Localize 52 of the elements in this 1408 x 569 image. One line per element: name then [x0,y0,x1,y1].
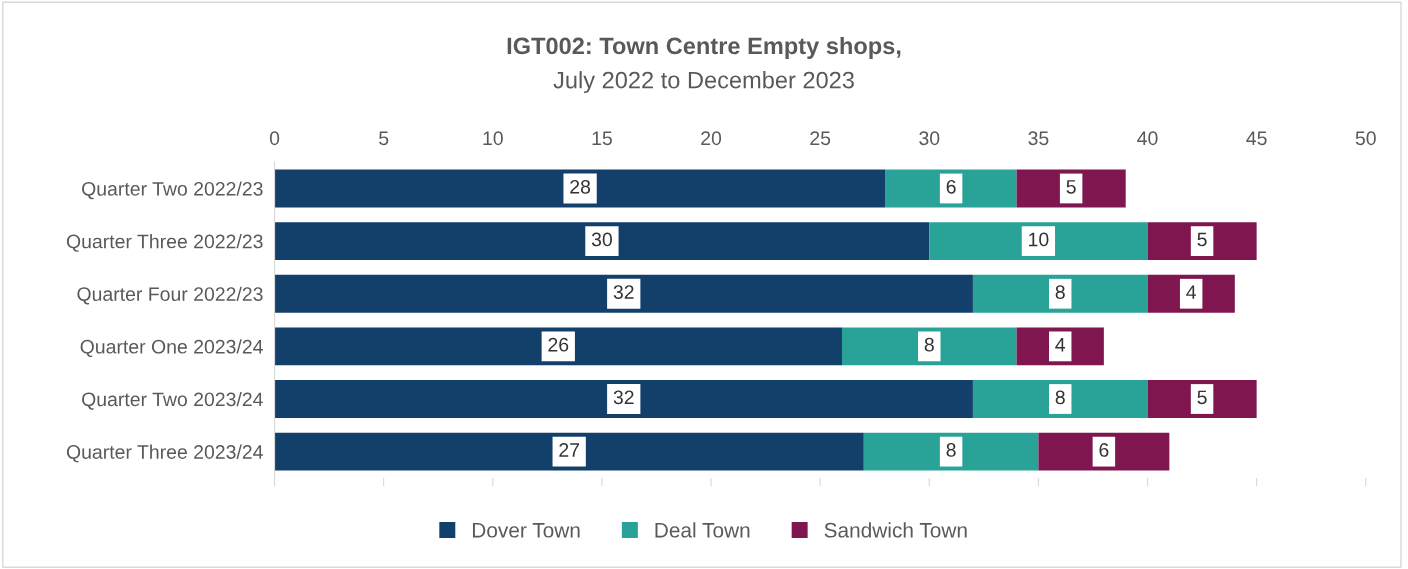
bar [972,274,1148,313]
bar [841,327,1017,366]
data-label: 27 [559,443,580,457]
bar [274,432,864,471]
bar [1038,432,1170,471]
data-label: 30 [591,232,612,247]
x-tick-label: 10 [483,131,503,146]
x-tick-label: 25 [810,131,831,146]
y-tick-label: Quarter Three 2022/23 [66,234,263,252]
y-tick-label: Quarter Four 2022/23 [77,286,263,305]
data-label: 5 [1197,232,1207,247]
data-label: 28 [570,179,591,194]
bar [972,380,1148,418]
x-tick-label: 0 [269,131,280,146]
y-tick-label: Quarter Two 2022/23 [82,181,263,200]
legend-label: Deal Town [655,522,750,538]
legend-label: Sandwich Town [824,522,967,538]
bar [274,327,842,366]
data-label: 4 [1055,338,1066,352]
bar [929,222,1148,261]
data-label: 32 [613,285,634,299]
data-label: 8 [924,337,934,352]
data-label: 4 [1186,285,1197,299]
x-tick-label: 20 [701,131,722,146]
data-label: 6 [946,179,956,194]
data-label: 5 [1066,180,1076,194]
x-tick-label: 30 [919,131,940,146]
bar [274,380,973,418]
legend-label: Dover Town [472,523,580,538]
bar [274,222,930,261]
data-label: 8 [1055,285,1065,299]
x-tick-label: 35 [1028,131,1049,146]
x-tick-label: 5 [379,131,389,146]
y-tick-label: Quarter Two 2023/24 [82,391,263,410]
data-label: 10 [1029,232,1049,247]
data-label: 26 [548,337,569,352]
bar [274,169,886,208]
x-tick-label: 50 [1355,131,1376,146]
data-label: 32 [613,390,634,405]
chart-title: IGT002: Town Centre Empty shops, [507,36,901,59]
data-label: 5 [1197,390,1207,405]
chart-subtitle: July 2022 to December 2023 [553,71,854,94]
y-tick-label: Quarter One 2023/24 [80,339,263,358]
x-tick-label: 40 [1137,131,1158,146]
data-label: 6 [1099,443,1109,457]
y-tick-label: Quarter Three 2023/24 [66,444,263,463]
x-tick-label: 15 [592,131,612,146]
data-label: 8 [1055,390,1065,405]
data-label: 8 [946,443,956,457]
bar [863,432,1039,471]
bar [274,274,973,313]
x-tick-label: 45 [1246,131,1267,146]
